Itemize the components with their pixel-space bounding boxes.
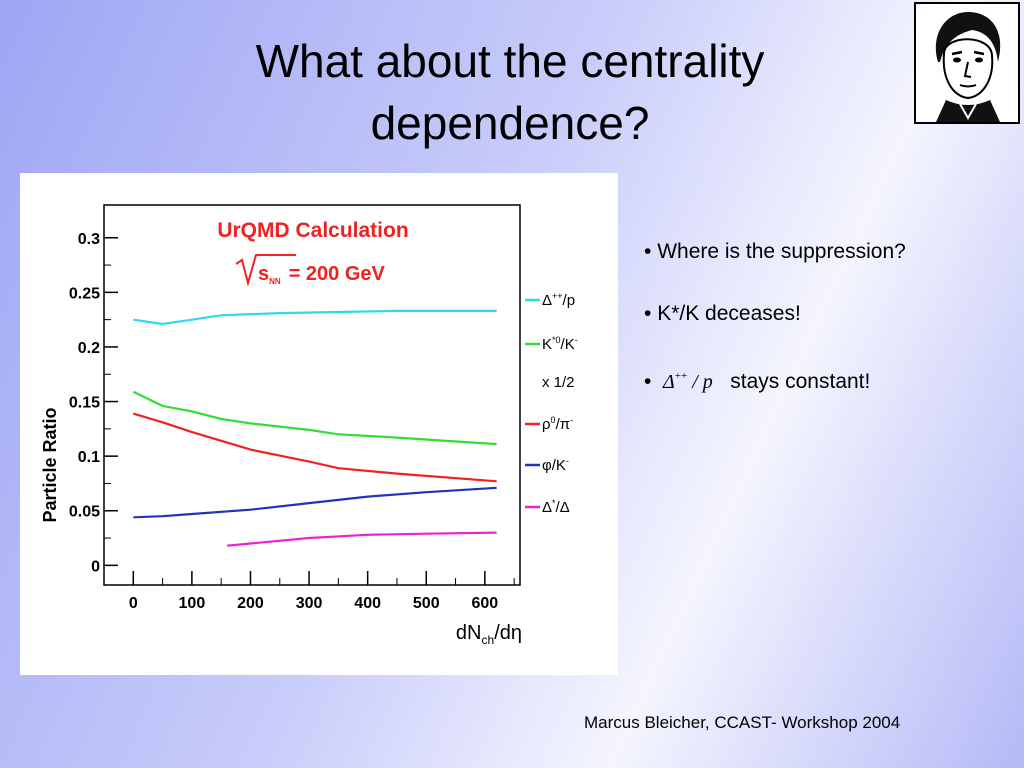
x-tick-label: 400	[354, 595, 381, 612]
portrait-image	[914, 2, 1020, 124]
series-line	[132, 412, 497, 483]
y-tick-label: 0.25	[69, 285, 100, 302]
svg-text:sNN= 200 GeV: sNN = 200 GeV	[258, 263, 386, 286]
formula-sup: ++	[674, 370, 688, 382]
slide-title-line-2: dependence?	[370, 97, 650, 149]
bullet-item-2: • K*/K deceases!	[644, 302, 801, 325]
slide-title: What about the centrality dependence?	[150, 30, 870, 154]
delta-over-p-formula: Δ++ / p	[663, 370, 713, 393]
series-line	[133, 486, 497, 519]
legend-label: Δ++/p	[542, 291, 575, 309]
series-line	[133, 309, 497, 326]
x-tick-label: 300	[296, 595, 323, 612]
formula-rest: / p	[687, 371, 713, 393]
chart: 0 0.05 0.1 0.15 0.2 0.25 0.3 0 100 200 300 400 500 60…	[40, 204, 578, 647]
x-label-end: /dη	[494, 622, 522, 644]
plot-frame	[103, 204, 521, 586]
x-tick-label: 600	[471, 595, 498, 612]
legend-label: K*0/K-	[542, 335, 578, 353]
bullet-list: • Where is the suppression? • K*/K decea…	[644, 238, 1014, 424]
x-axis-label: dNch/dη	[456, 622, 522, 647]
series-line	[226, 531, 497, 547]
slide-title-line-1: What about the centrality	[255, 35, 765, 87]
bullet-text-1: Where is the suppression?	[657, 240, 906, 263]
x-label-main: dN	[456, 622, 482, 644]
y-tick-label: 0.15	[69, 395, 100, 412]
x-tick-label: 100	[179, 595, 206, 612]
bullet-text-3: stays constant!	[730, 370, 871, 393]
y-axis-label: Particle Ratio	[40, 407, 60, 522]
formula-symbol: Δ	[663, 371, 675, 393]
subtitle-sub: NN	[269, 277, 281, 286]
portrait-sketch-icon	[935, 12, 1001, 122]
bullet-item-3: • Δ++ / p stays constant!	[644, 370, 871, 393]
legend-label: Δ*/Δ	[542, 498, 570, 516]
series-line	[132, 390, 497, 446]
bullet-text-2: K*/K deceases!	[657, 302, 801, 325]
x-tick-label: 500	[413, 595, 440, 612]
subtitle-value: = 200 GeV	[289, 263, 386, 285]
bullet-item-1: • Where is the suppression?	[644, 240, 906, 263]
x-tick-label: 200	[237, 595, 264, 612]
chart-panel: 0 0.05 0.1 0.15 0.2 0.25 0.3 0 100 200 300 400 500 60…	[20, 173, 618, 675]
x-label-sub: ch	[482, 633, 495, 647]
legend-label: φ/K-	[542, 456, 569, 474]
chart-subtitle: sNN = 200 GeV	[235, 254, 386, 287]
y-tick-label: 0	[91, 558, 100, 575]
y-tick-label: 0.3	[78, 231, 100, 248]
chart-title: UrQMD Calculation	[217, 219, 408, 242]
y-tick-label: 0.2	[78, 340, 100, 357]
footer-credit: Marcus Bleicher, CCAST- Workshop 2004	[584, 713, 901, 732]
y-tick-label: 0.05	[69, 504, 100, 521]
legend-label: ρ0/π-	[542, 415, 573, 433]
legend-note: x 1/2	[542, 374, 575, 391]
x-tick-label: 0	[129, 595, 138, 612]
subtitle-s: s	[258, 263, 269, 285]
y-tick-label: 0.1	[78, 449, 100, 466]
